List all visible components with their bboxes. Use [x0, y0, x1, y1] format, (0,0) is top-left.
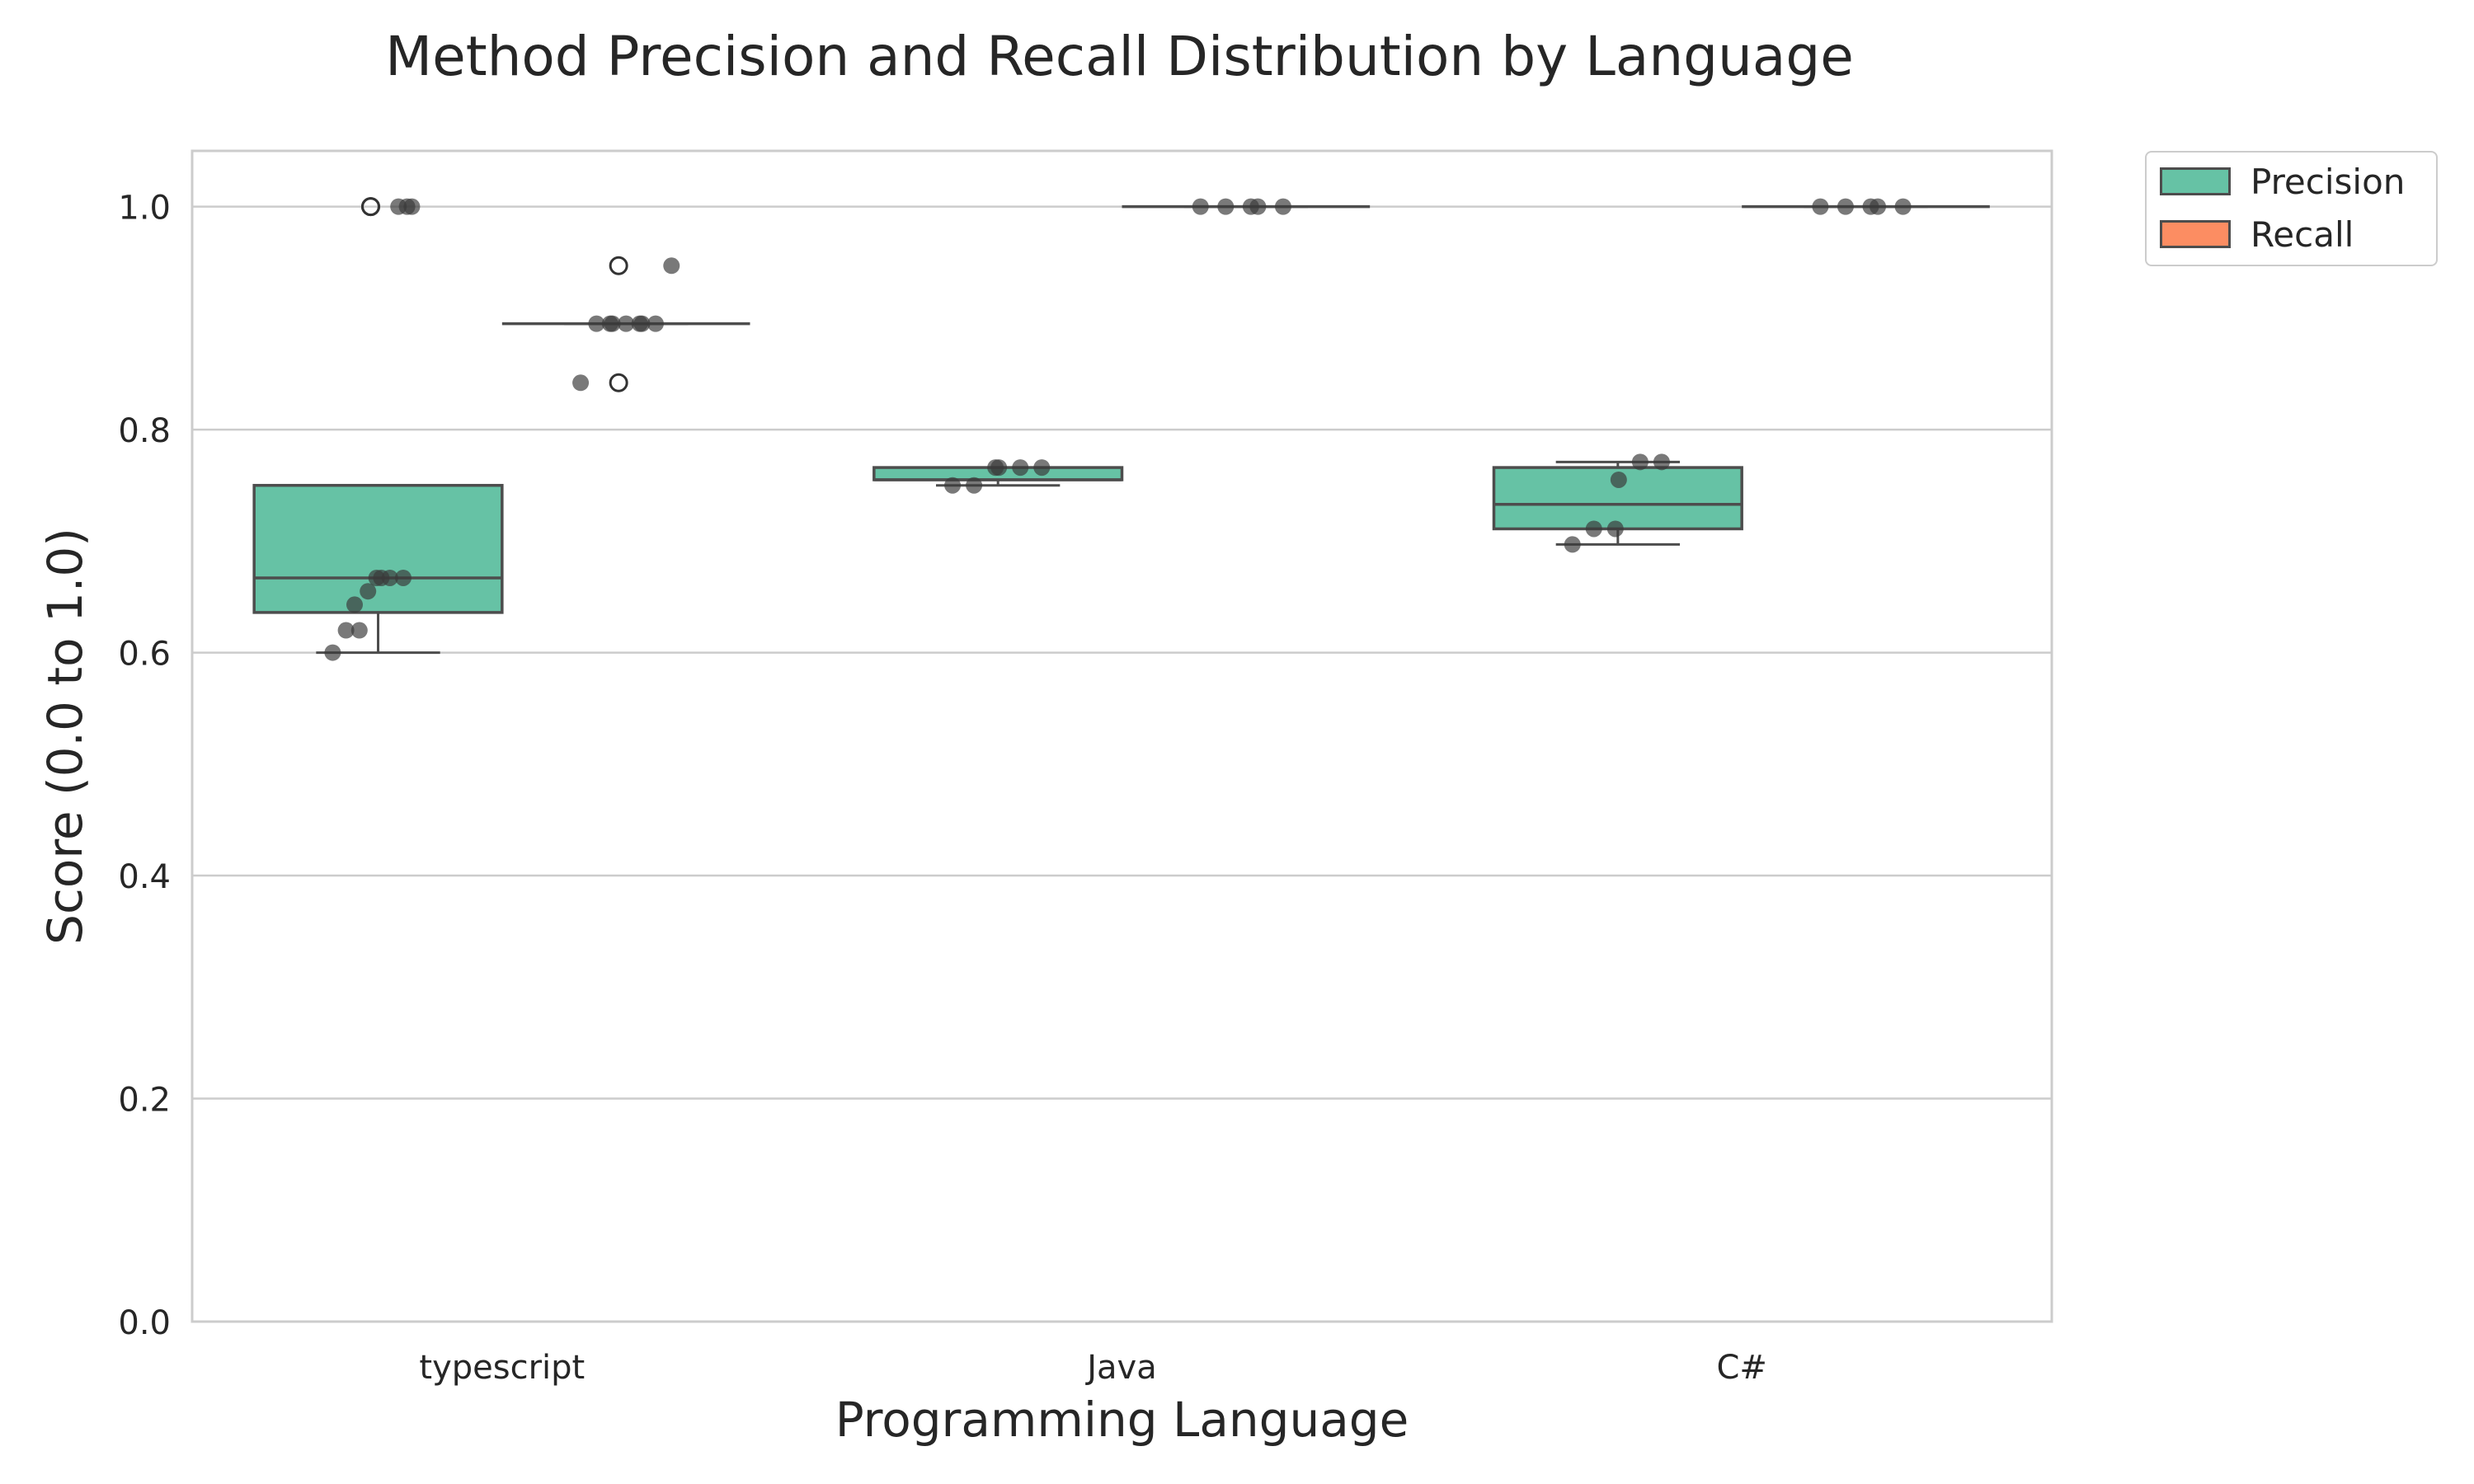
strip-point — [1837, 198, 1854, 215]
legend: Precision Recall — [2145, 151, 2438, 266]
x-axis-label: Programming Language — [835, 1392, 1409, 1448]
strip-point — [324, 644, 341, 661]
y-tick-label: 1.0 — [118, 190, 171, 228]
strip-point — [1812, 198, 1829, 215]
strip-point — [1217, 198, 1235, 215]
outlier-point — [609, 373, 628, 392]
strip-point — [1192, 198, 1209, 215]
strip-point — [1033, 459, 1051, 477]
y-tick-label: 0.4 — [118, 858, 171, 896]
y-tick-label: 0.6 — [118, 636, 171, 674]
strip-point — [990, 459, 1008, 477]
strip-point — [1606, 520, 1624, 538]
y-tick-label: 0.8 — [118, 412, 171, 450]
plot-frame — [190, 149, 2053, 1323]
strip-point — [647, 315, 664, 332]
strip-points — [324, 198, 1912, 661]
strip-point — [1653, 453, 1670, 471]
strip-point — [381, 569, 398, 586]
strip-point — [398, 198, 416, 215]
box-precision — [252, 483, 504, 614]
outlier-point — [360, 197, 380, 217]
legend-swatch-recall — [2160, 220, 2231, 248]
x-tick-label: C# — [1716, 1349, 1766, 1387]
strip-point — [1894, 198, 1912, 215]
strip-point — [966, 477, 983, 494]
strip-point — [601, 315, 618, 332]
y-tick-label: 0.0 — [118, 1304, 171, 1342]
strip-point — [1631, 453, 1649, 471]
outlier-point — [609, 256, 628, 275]
legend-swatch-precision — [2160, 167, 2231, 195]
y-tick-label: 0.2 — [118, 1082, 171, 1120]
strip-point — [618, 315, 635, 332]
strip-point — [1012, 459, 1029, 477]
grid-lines — [192, 205, 2052, 1323]
strip-point — [588, 315, 605, 332]
y-axis-label: Score (0.0 to 1.0) — [37, 528, 93, 945]
legend-item-precision: Precision — [2160, 161, 2405, 202]
strip-point — [395, 569, 412, 586]
y-tick-labels: 0.0 0.2 0.4 0.6 0.8 1.0 — [118, 190, 171, 1342]
legend-label-recall: Recall — [2251, 214, 2354, 255]
x-tick-label: typescript — [419, 1349, 585, 1387]
strip-point — [1870, 198, 1887, 215]
strip-point — [346, 596, 363, 613]
x-tick-labels: typescript Java C# — [419, 1349, 1766, 1387]
chart-title: Method Precision and Recall Distribution… — [385, 25, 1854, 88]
strip-point — [944, 477, 962, 494]
x-tick-label: Java — [1084, 1349, 1157, 1387]
strip-point — [1564, 536, 1581, 553]
legend-label-precision: Precision — [2251, 161, 2406, 202]
strip-point — [572, 374, 590, 392]
strip-point — [337, 622, 355, 639]
box-precision — [1492, 466, 1743, 531]
strip-point — [360, 583, 377, 600]
strip-point — [1274, 198, 1291, 215]
strip-point — [1585, 520, 1602, 538]
box-plots — [252, 197, 1990, 655]
strip-point — [631, 315, 648, 332]
strip-point — [663, 257, 680, 275]
strip-point — [350, 622, 368, 639]
strip-point — [1610, 471, 1627, 488]
strip-point — [1249, 198, 1267, 215]
strip-point — [368, 569, 385, 586]
legend-item-recall: Recall — [2160, 214, 2354, 255]
